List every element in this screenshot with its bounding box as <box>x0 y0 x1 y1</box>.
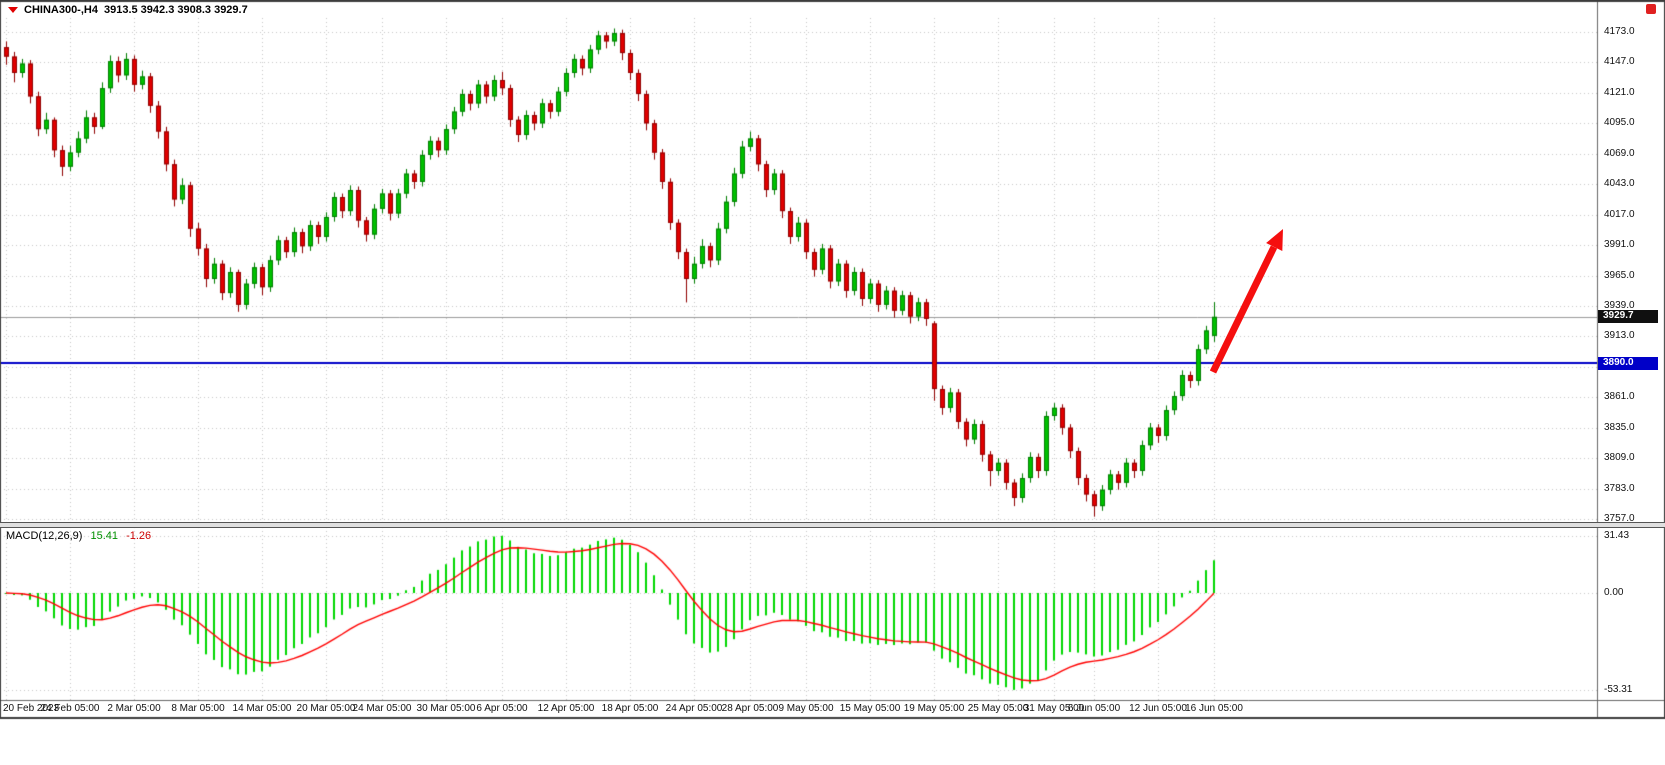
time-axis-label: 28 Apr 05:00 <box>721 703 779 714</box>
time-axis-label: 20 Mar 05:00 <box>296 703 356 714</box>
price-axis-label: 3835.0 <box>1604 421 1635 433</box>
macd-indicator-label: MACD(12,26,9) 15.41 -1.26 <box>6 530 151 542</box>
symbol-title: CHINA300-,H4 <box>24 4 98 16</box>
time-axis-label: 24 Apr 05:00 <box>665 703 723 714</box>
price-axis-label: 3861.0 <box>1604 391 1635 403</box>
price-axis-label: 4173.0 <box>1604 26 1635 37</box>
macd-value: 15.41 <box>90 530 119 542</box>
macd-signal-value: -1.26 <box>126 530 152 542</box>
time-axis-label: 14 Mar 05:00 <box>232 703 292 714</box>
price-axis-label: 4069.0 <box>1604 147 1635 159</box>
price-axis-label: 4095.0 <box>1604 117 1635 129</box>
pane-splitter[interactable] <box>0 522 1665 528</box>
price-axis-label: 4121.0 <box>1604 86 1635 98</box>
price-axis-label: 4147.0 <box>1604 56 1635 68</box>
time-axis-label: 12 Apr 05:00 <box>537 703 595 714</box>
time-axis-label: 31 May 05:00 <box>1023 703 1085 714</box>
symbol-dropdown-icon[interactable] <box>8 7 18 13</box>
time-axis-label: 19 May 05:00 <box>903 703 965 714</box>
macd-axis-label: 31.43 <box>1604 529 1630 541</box>
price-axis-label: 3757.0 <box>1604 513 1635 524</box>
macd-axis-label: -53.31 <box>1604 683 1633 695</box>
time-axis-label: 15 May 05:00 <box>839 703 901 714</box>
time-axis-label: 2 Mar 05:00 <box>107 703 161 714</box>
time-axis-label: 12 Jun 05:00 <box>1129 703 1187 714</box>
price-axis-label: 3809.0 <box>1604 452 1635 464</box>
time-axis-label: 18 Apr 05:00 <box>601 703 659 714</box>
symbol-info: CHINA300-,H4 3913.5 3942.3 3908.3 3929.7 <box>8 4 248 16</box>
price-axis-label: 3965.0 <box>1604 269 1635 281</box>
time-axis-label: 16 Jun 05:00 <box>1185 703 1243 714</box>
time-axis-label: 9 May 05:00 <box>778 703 834 714</box>
time-axis[interactable]: 20 Feb 2023 24 Feb 05:00 2 Mar 05:00 8 Mar … <box>0 701 1597 717</box>
time-axis-label: 24 Feb 05:00 <box>40 703 100 714</box>
price-axis-label: 4017.0 <box>1604 208 1635 220</box>
macd-axis-label: 0.00 <box>1604 587 1624 598</box>
price-axis-label: 3783.0 <box>1604 482 1635 494</box>
current-price-badge: 3929.7 <box>1598 310 1658 324</box>
time-axis-label: 6 Apr 05:00 <box>476 703 528 714</box>
price-axis-label: 4043.0 <box>1604 178 1635 190</box>
price-axis[interactable]: 3929.7 3890.0 4173.0 4147.0 4121.0 4095.0 40… <box>1598 0 1665 718</box>
time-axis-label: 24 Mar 05:00 <box>352 703 412 714</box>
time-axis-label: 30 Mar 05:00 <box>416 703 476 714</box>
alert-marker-icon[interactable] <box>1646 4 1656 14</box>
time-axis-label: 25 May 05:00 <box>967 703 1029 714</box>
price-axis-label: 3991.0 <box>1604 239 1635 251</box>
hline-price-badge: 3890.0 <box>1598 356 1658 370</box>
time-axis-label: 6 Jun 05:00 <box>1067 703 1121 714</box>
price-axis-label: 3939.0 <box>1604 299 1635 311</box>
symbol-ohlc: 3913.5 3942.3 3908.3 3929.7 <box>103 4 248 16</box>
time-axis-label: 20 Feb 2023 <box>3 703 60 714</box>
price-axis-label: 3913.0 <box>1604 330 1635 342</box>
time-axis-label: 8 Mar 05:00 <box>171 703 225 714</box>
macd-name: MACD(12,26,9) <box>6 530 83 542</box>
